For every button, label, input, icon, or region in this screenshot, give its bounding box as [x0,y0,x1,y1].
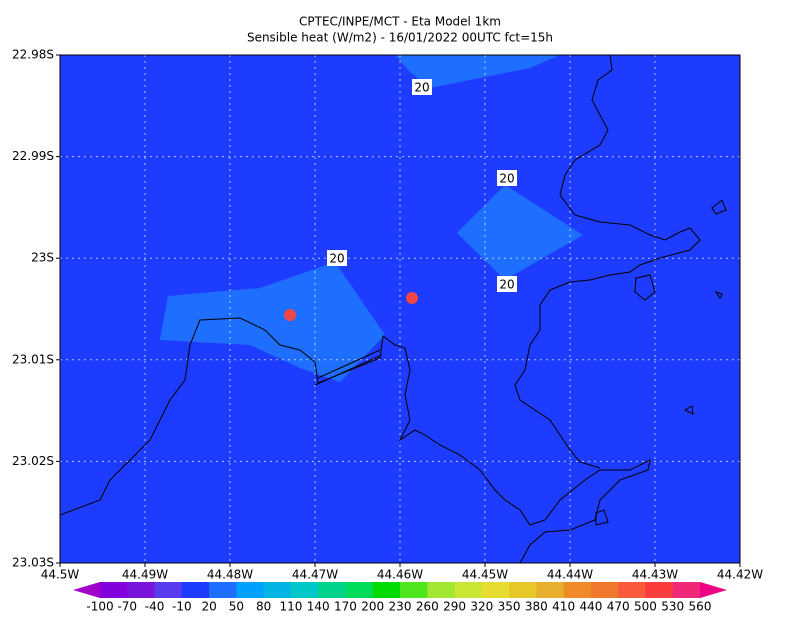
colorbar-label: 530 [661,600,684,614]
coastline [60,317,651,563]
colorbar-label: 350 [498,600,521,614]
colorbar-box [345,582,374,598]
coastline [514,55,701,469]
colorbar-label: -70 [117,600,137,614]
x-tick-label: 44.47W [292,568,338,582]
colorbar-box [536,582,565,598]
y-tick-label: 23.03S [12,556,54,570]
x-tick-label: 44.45W [462,568,508,582]
colorbar-box [127,582,156,598]
colorbar-box [263,582,292,598]
x-tick-label: 44.44W [547,568,593,582]
x-tick-label: 44.49W [122,568,168,582]
colorbar-label: 80 [256,600,271,614]
colorbar-label: 260 [416,600,439,614]
x-tick-label: 44.43W [632,568,678,582]
island [711,199,727,215]
colorbar-label: 110 [279,600,302,614]
colorbar-label: 20 [201,600,216,614]
colorbar-label: 140 [307,600,330,614]
colorbar-label: 380 [525,600,548,614]
colorbar-box [372,582,401,598]
station-marker [406,292,418,304]
colorbar-box [209,582,237,598]
colorbar-box [645,582,674,598]
y-tick-label: 23S [31,251,54,265]
colorbar-box [509,582,537,598]
colorbar-label: 470 [607,600,630,614]
colorbar-box [318,582,346,598]
colorbar-box [427,582,456,598]
x-tick-label: 44.48W [207,568,253,582]
colorbar-box [590,582,619,598]
colorbar-label: 290 [443,600,466,614]
colorbar-label: 50 [229,600,244,614]
colorbar-label: -10 [172,600,192,614]
contour-label-box [412,79,432,95]
colorbar-box [236,582,265,598]
contour-region [160,262,385,382]
contour-region [457,185,583,280]
colorbar-label: 440 [579,600,602,614]
contour-label: 20 [499,278,514,292]
colorbar-label: 230 [389,600,412,614]
colorbar-label: 200 [361,600,384,614]
map-area: 20 20 20 20 [60,55,740,563]
y-tick-label: 22.99S [12,149,54,163]
colorbar-label: -100 [86,600,113,614]
colorbar-box [618,582,646,598]
x-tick-label: 44.42W [717,568,763,582]
colorbar-box [154,582,183,598]
contour-label: 20 [499,172,514,186]
colorbar-end [73,582,100,598]
colorbar-label: 320 [470,600,493,614]
colorbar-box [290,582,319,598]
colorbar-box [181,582,210,598]
colorbar-label: 500 [634,600,657,614]
colorbar-end [700,582,727,598]
contour-label: 20 [329,252,344,266]
colorbar-box [672,582,701,598]
contour-region [395,55,560,88]
title-line: CPTEC/INPE/MCT - Eta Model 1km [299,15,501,29]
contour-label-box [497,170,517,186]
island [714,291,723,299]
colorbar-label: 170 [334,600,357,614]
x-tick-label: 44.46W [377,568,423,582]
y-tick-label: 22.98S [12,48,54,62]
station-marker [284,309,296,321]
colorbar-box [454,582,483,598]
coastline [314,349,383,386]
colorbar-box [400,582,428,598]
island [595,509,609,526]
contour-label-box [497,276,517,292]
colorbar-label: 560 [689,600,712,614]
colorbar-label: 410 [552,600,575,614]
island [683,405,694,415]
colorbar-box [481,582,510,598]
island [634,274,656,301]
y-tick-label: 23.02S [12,454,54,468]
colorbar-box [563,582,592,598]
colorbar-box [100,582,128,598]
colorbar-label: -40 [145,600,165,614]
x-tick-label: 44.5W [41,568,80,582]
contour-label-box [327,250,347,266]
contour-label: 20 [414,81,429,95]
title-line: Sensible heat (W/m2) - 16/01/2022 00UTC … [247,31,553,45]
y-tick-label: 23.01S [12,352,54,366]
